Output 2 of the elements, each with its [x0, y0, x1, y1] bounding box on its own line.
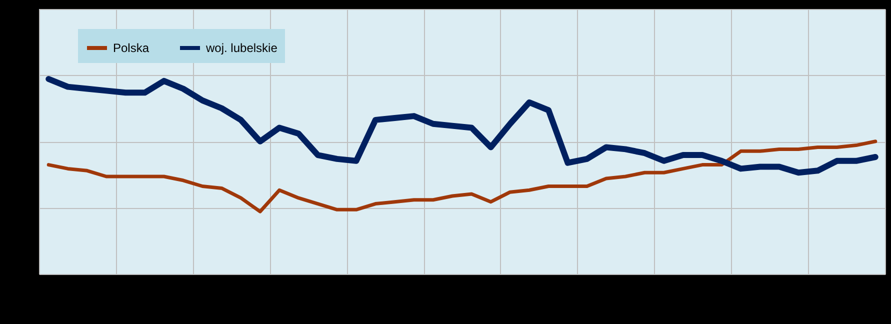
- legend-label: woj. lubelskie: [205, 41, 278, 55]
- legend-label: Polska: [113, 41, 150, 55]
